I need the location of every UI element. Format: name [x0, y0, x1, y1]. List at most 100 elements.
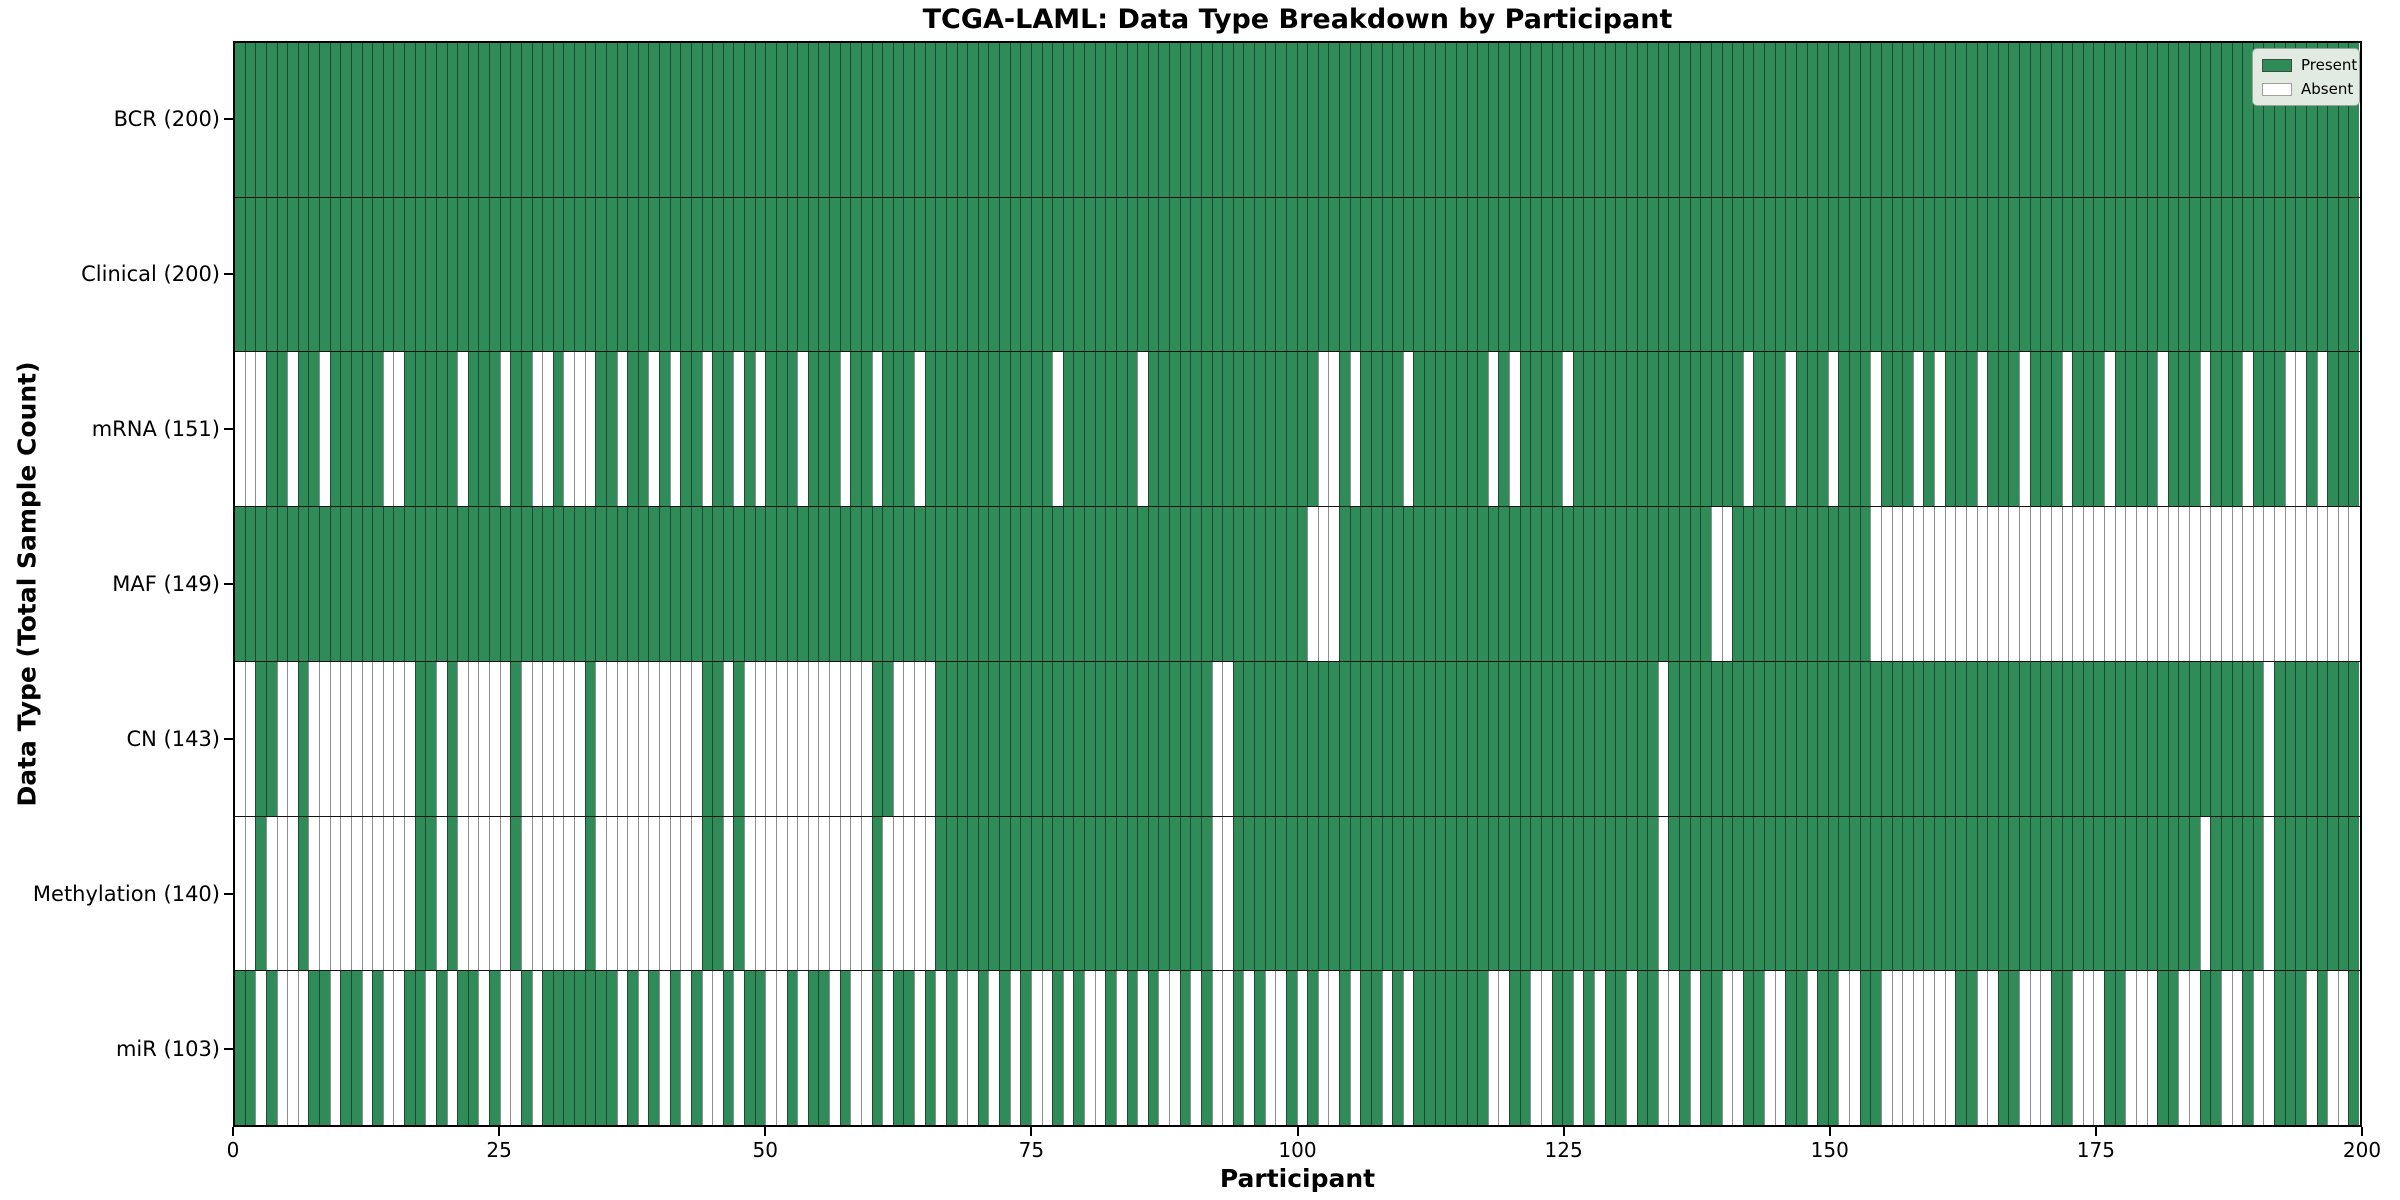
heatmap-cell: [1381, 197, 1393, 352]
heatmap-cell: [584, 197, 596, 352]
heatmap-cell: [2029, 507, 2041, 661]
heatmap-cell: [1934, 507, 1945, 661]
heatmap-cell: [1519, 197, 1531, 352]
heatmap-cell: [1052, 352, 1063, 507]
heatmap-cell: [1562, 197, 1573, 352]
heatmap-cell: [1594, 816, 1605, 971]
heatmap-cell: [1551, 661, 1563, 816]
heatmap-cell: [595, 197, 606, 352]
heatmap-cell: [1126, 971, 1138, 1126]
heatmap-cell: [1445, 971, 1456, 1126]
heatmap-cell: [2029, 971, 2041, 1126]
heatmap-cell: [1530, 661, 1541, 816]
heatmap-cell: [1147, 43, 1159, 197]
heatmap-cell: [1169, 816, 1180, 971]
heatmap-cell: [1987, 352, 1998, 507]
heatmap-cell: [1232, 661, 1244, 816]
heatmap-cell: [1339, 352, 1350, 507]
heatmap-cell: [446, 661, 458, 816]
heatmap-cell: [255, 43, 266, 197]
heatmap-cell: [1115, 197, 1127, 352]
heatmap-cell: [701, 816, 713, 971]
heatmap-row-Methylation: [235, 816, 2360, 972]
heatmap-cell: [1583, 661, 1594, 816]
heatmap-cell: [1434, 352, 1446, 507]
heatmap-cell: [1052, 507, 1063, 661]
heatmap-cell: [2210, 43, 2221, 197]
heatmap-cell: [489, 43, 500, 197]
heatmap-cell: [1710, 971, 1722, 1126]
heatmap-cell: [2210, 661, 2221, 816]
heatmap-cell: [1434, 971, 1446, 1126]
heatmap-cell: [659, 352, 670, 507]
heatmap-cell: [478, 43, 489, 197]
heatmap-cell: [722, 971, 734, 1126]
heatmap-cell: [489, 816, 500, 971]
y-tick-label-miR: miR (103): [115, 1037, 220, 1062]
heatmap-cell: [712, 507, 723, 661]
heatmap-cell: [1785, 43, 1796, 197]
heatmap-cell: [637, 816, 649, 971]
heatmap-cell: [2210, 352, 2221, 507]
y-tick-label-Clinical: Clinical (200): [81, 261, 220, 286]
heatmap-cell: [2082, 661, 2094, 816]
heatmap-cell: [1487, 507, 1499, 661]
heatmap-cell: [1094, 197, 1106, 352]
heatmap-cell: [552, 43, 564, 197]
heatmap-cell: [807, 43, 819, 197]
heatmap-cell: [595, 661, 606, 816]
y-tick-label-MAF: MAF (149): [112, 572, 220, 596]
heatmap-cell: [372, 43, 383, 197]
heatmap-cell: [1434, 197, 1446, 352]
y-tick-label-BCR: BCR (200): [113, 106, 220, 131]
heatmap-cell: [584, 507, 596, 661]
heatmap-cell: [1477, 507, 1488, 661]
heatmap-cell: [659, 507, 670, 661]
heatmap-cell: [2220, 661, 2232, 816]
heatmap-cell: [1360, 507, 1371, 661]
heatmap-cell: [457, 507, 468, 661]
heatmap-cell: [297, 352, 309, 507]
heatmap-cell: [616, 43, 628, 197]
heatmap-cell: [2242, 43, 2253, 197]
heatmap-cell: [1137, 816, 1148, 971]
heatmap-cell: [1806, 507, 1818, 661]
heatmap-cell: [2295, 197, 2306, 352]
heatmap-cell: [2252, 816, 2264, 971]
heatmap-cell: [850, 816, 861, 971]
heatmap-cell: [361, 971, 373, 1126]
heatmap-cell: [1934, 661, 1945, 816]
heatmap-cell: [977, 507, 989, 661]
heatmap-cell: [977, 43, 989, 197]
heatmap-cell: [977, 352, 989, 507]
heatmap-cell: [1169, 971, 1180, 1126]
x-tick-label-200: 200: [2342, 1138, 2382, 1162]
heatmap-cell: [860, 816, 872, 971]
heatmap-cell: [2263, 352, 2274, 507]
heatmap-cell: [2316, 43, 2328, 197]
heatmap-cell: [1232, 971, 1244, 1126]
heatmap-cell: [382, 352, 394, 507]
heatmap-cell: [1795, 352, 1807, 507]
heatmap-cell: [425, 352, 436, 507]
heatmap-cell: [499, 197, 511, 352]
heatmap-cell: [404, 43, 415, 197]
heatmap-cell: [1827, 352, 1839, 507]
heatmap-cell: [563, 197, 574, 352]
heatmap-cell: [1243, 197, 1254, 352]
heatmap-cell: [1891, 661, 1903, 816]
heatmap-cell: [1562, 816, 1573, 971]
heatmap-cell: [350, 816, 362, 971]
heatmap-cell: [1041, 507, 1053, 661]
heatmap-cell: [1774, 971, 1786, 1126]
heatmap-cell: [1455, 43, 1467, 197]
heatmap-cell: [1381, 661, 1393, 816]
heatmap-cell: [1806, 971, 1818, 1126]
heatmap-cell: [2316, 816, 2328, 971]
heatmap-cell: [1955, 352, 1966, 507]
y-tick-label-mRNA: mRNA (151): [91, 416, 220, 441]
heatmap-cell: [1052, 816, 1063, 971]
heatmap-cell: [1190, 661, 1201, 816]
heatmap-cell: [2093, 507, 2104, 661]
heatmap-cell: [818, 507, 829, 661]
